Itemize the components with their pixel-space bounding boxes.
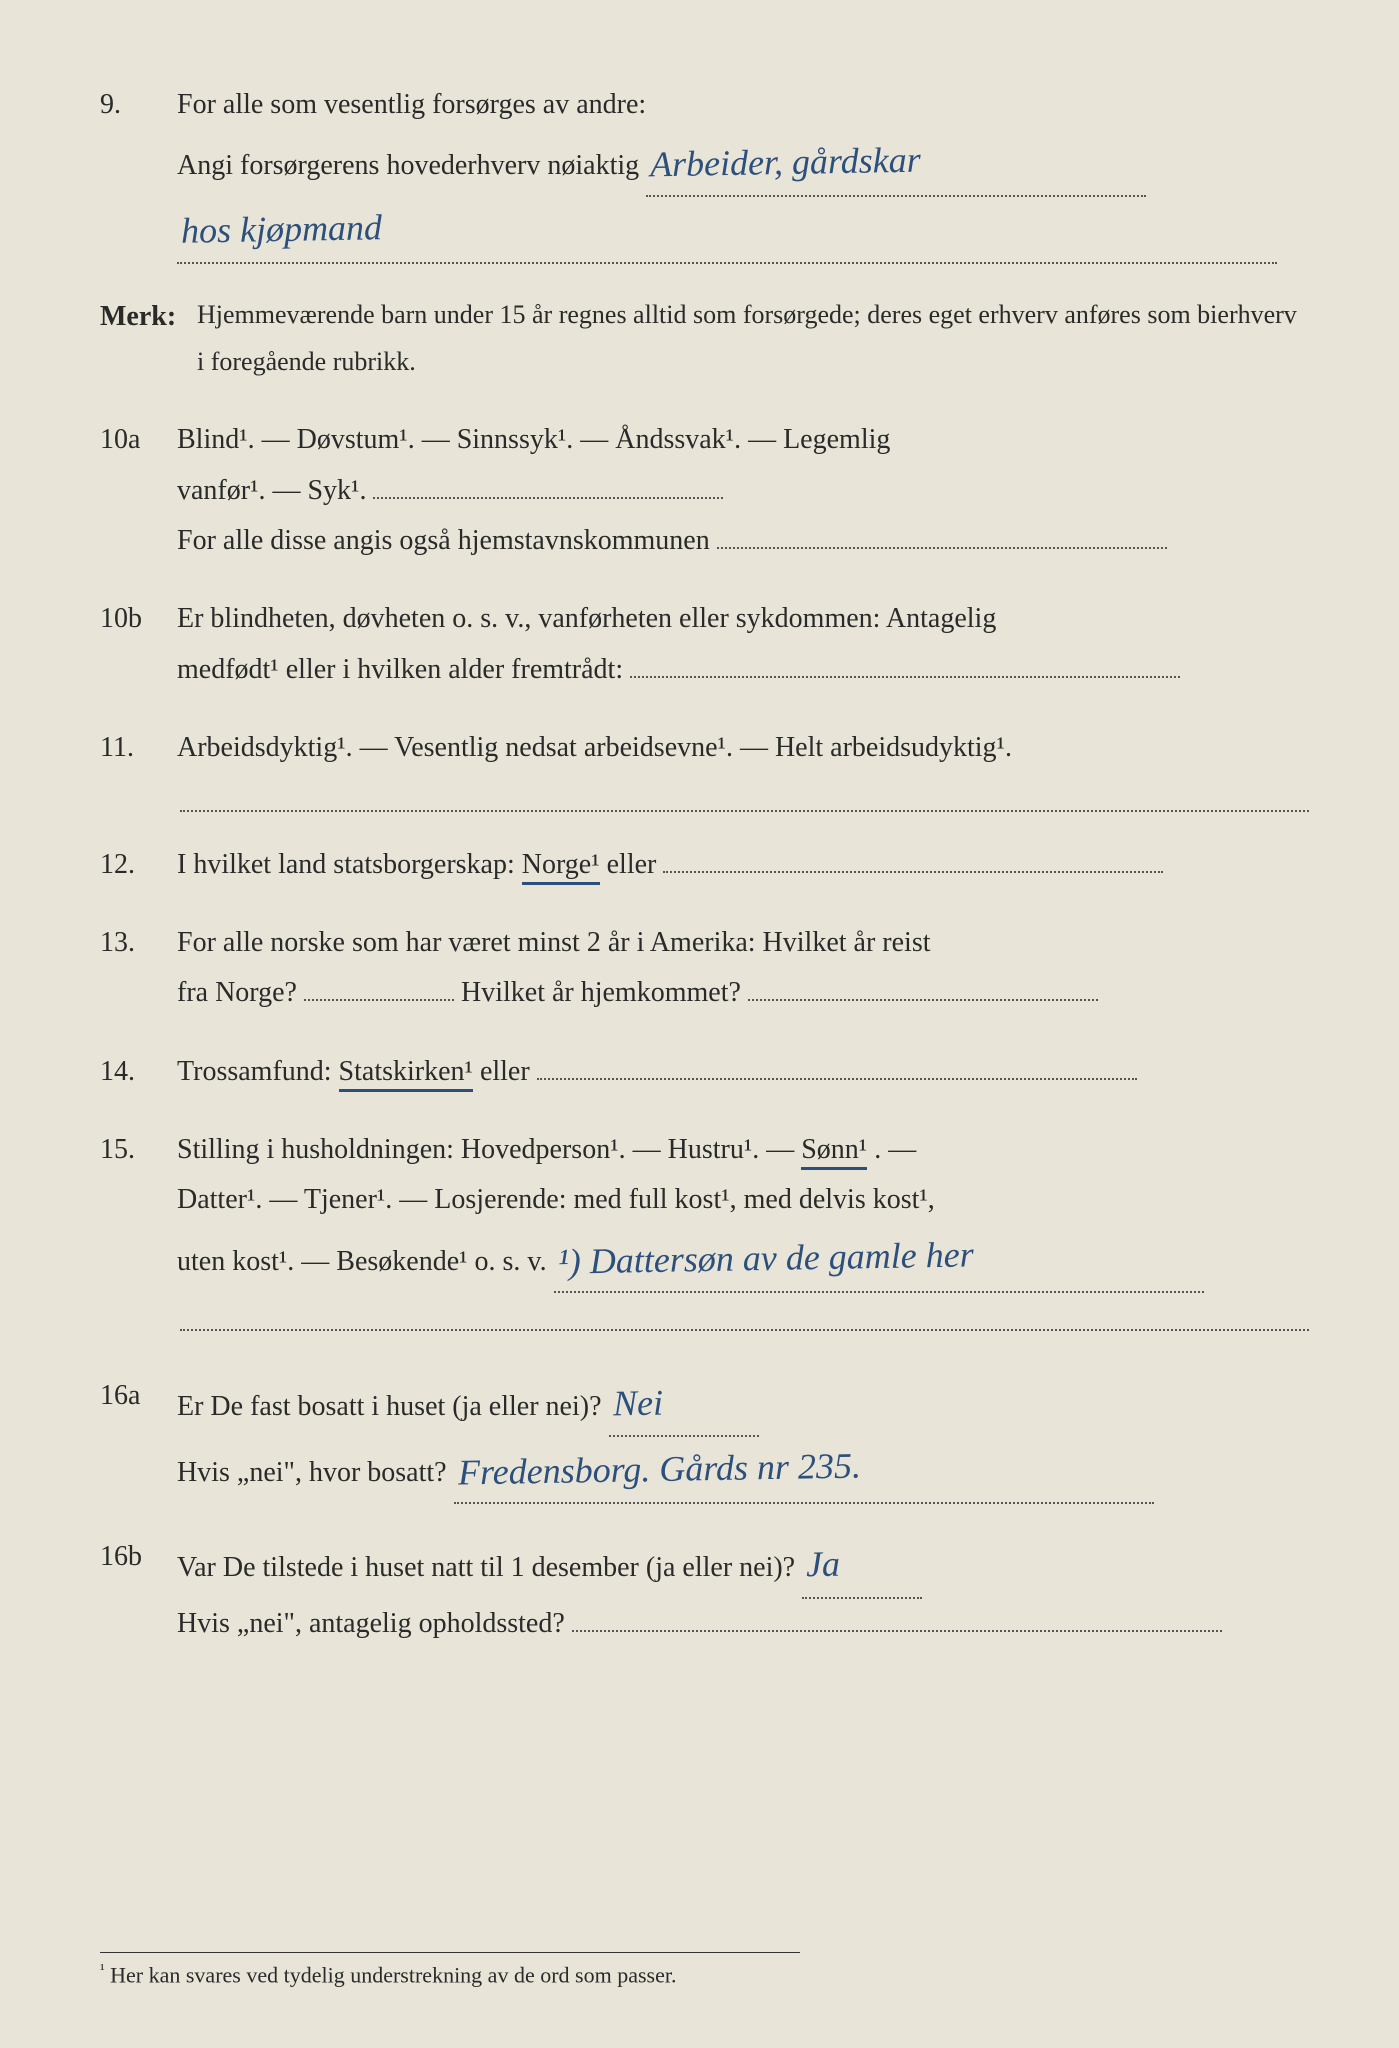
- q10a-text3: For alle disse angis også hjemstavnskomm…: [177, 525, 710, 556]
- q16a-hand1: Nei: [612, 1370, 663, 1436]
- question-15: 15. Stilling i husholdningen: Hovedperso…: [100, 1125, 1309, 1331]
- question-16b: 16b Var De tilstede i huset natt til 1 d…: [100, 1532, 1309, 1649]
- merk-note: Merk: Hjemmeværende barn under 15 år reg…: [100, 292, 1309, 387]
- q9-line2: Angi forsørgerens hovederhverv nøiaktig: [177, 150, 639, 181]
- q15-text3: uten kost¹. — Besøkende¹ o. s. v.: [177, 1246, 547, 1277]
- question-16a: 16a Er De fast bosatt i huset (ja eller …: [100, 1371, 1309, 1505]
- q16b-text1: Var De tilstede i huset natt til 1 desem…: [177, 1552, 795, 1583]
- question-9: 9. For alle som vesentlig forsørges av a…: [100, 80, 1309, 264]
- q16a-body: Er De fast bosatt i huset (ja eller nei)…: [177, 1371, 1306, 1505]
- question-13: 13. For alle norske som har været minst …: [100, 918, 1309, 1019]
- q10a-text2: vanfør¹. — Syk¹.: [177, 475, 366, 506]
- q10a-text1: Blind¹. — Døvstum¹. — Sinnssyk¹. — Åndss…: [177, 424, 890, 455]
- q9-body: For alle som vesentlig forsørges av andr…: [177, 80, 1306, 264]
- q16a-text1: Er De fast bosatt i huset (ja eller nei)…: [177, 1391, 602, 1422]
- question-14: 14. Trossamfund: Statskirken¹ eller: [100, 1047, 1309, 1097]
- q14-pre: Trossamfund:: [177, 1056, 339, 1087]
- q16b-hand1: Ja: [806, 1532, 841, 1597]
- q16a-hand2: Fredensborg. Gårds nr 235.: [457, 1434, 861, 1506]
- q15-text1a: Stilling i husholdningen: Hovedperson¹. …: [177, 1134, 801, 1165]
- q16a-number: 16a: [100, 1371, 170, 1421]
- q13-body: For alle norske som har været minst 2 år…: [177, 918, 1306, 1019]
- q10a-body: Blind¹. — Døvstum¹. — Sinnssyk¹. — Åndss…: [177, 415, 1306, 566]
- q12-pre: I hvilket land statsborgerskap:: [177, 849, 522, 880]
- q9-handwriting-1: Arbeider, gårdskar: [650, 128, 922, 198]
- q16b-text2: Hvis „nei", antagelig opholdssted?: [177, 1608, 565, 1639]
- question-12: 12. I hvilket land statsborgerskap: Norg…: [100, 840, 1309, 890]
- q15-text1b: . —: [874, 1134, 916, 1165]
- merk-label: Merk:: [100, 292, 190, 342]
- merk-text: Hjemmeværende barn under 15 år regnes al…: [197, 292, 1306, 386]
- q16b-number: 16b: [100, 1532, 170, 1582]
- q14-body: Trossamfund: Statskirken¹ eller: [177, 1047, 1306, 1097]
- question-10a: 10a Blind¹. — Døvstum¹. — Sinnssyk¹. — Å…: [100, 415, 1309, 566]
- q10b-text1: Er blindheten, døvheten o. s. v., vanfør…: [177, 603, 996, 634]
- q10a-number: 10a: [100, 415, 170, 465]
- q11-body: Arbeidsdyktig¹. — Vesentlig nedsat arbei…: [177, 723, 1306, 773]
- q15-underlined: Sønn¹: [801, 1134, 867, 1170]
- q10b-number: 10b: [100, 594, 170, 644]
- q13-text2b: Hvilket år hjemkommet?: [461, 977, 741, 1008]
- q13-text1: For alle norske som har været minst 2 år…: [177, 927, 931, 958]
- q13-number: 13.: [100, 918, 170, 968]
- q14-underlined: Statskirken¹: [339, 1056, 473, 1092]
- q9-handwriting-2: hos kjøpmand: [180, 195, 382, 263]
- footnote-marker: ¹: [100, 1961, 105, 1978]
- q13-text2a: fra Norge?: [177, 977, 297, 1008]
- q16b-body: Var De tilstede i huset natt til 1 desem…: [177, 1532, 1306, 1649]
- q11-text: Arbeidsdyktig¹. — Vesentlig nedsat arbei…: [177, 732, 1012, 763]
- q10b-body: Er blindheten, døvheten o. s. v., vanfør…: [177, 594, 1306, 695]
- question-11: 11. Arbeidsdyktig¹. — Vesentlig nedsat a…: [100, 723, 1309, 811]
- question-10b: 10b Er blindheten, døvheten o. s. v., va…: [100, 594, 1309, 695]
- q11-number: 11.: [100, 723, 170, 773]
- q15-body: Stilling i husholdningen: Hovedperson¹. …: [177, 1125, 1306, 1293]
- footnote-text: Her kan svares ved tydelig understreknin…: [110, 1962, 676, 1987]
- q9-number: 9.: [100, 80, 170, 130]
- q16a-text2: Hvis „nei", hvor bosatt?: [177, 1457, 447, 1488]
- q14-post: eller: [480, 1056, 530, 1087]
- q15-text2: Datter¹. — Tjener¹. — Losjerende: med fu…: [177, 1184, 935, 1215]
- q12-number: 12.: [100, 840, 170, 890]
- q15-number: 15.: [100, 1125, 170, 1175]
- q9-line1: For alle som vesentlig forsørges av andr…: [177, 89, 646, 120]
- footnote: ¹ Her kan svares ved tydelig understrekn…: [100, 1952, 800, 1988]
- q10b-text2: medfødt¹ eller i hvilken alder fremtrådt…: [177, 654, 623, 685]
- q14-number: 14.: [100, 1047, 170, 1097]
- q12-body: I hvilket land statsborgerskap: Norge¹ e…: [177, 840, 1306, 890]
- q12-post: eller: [607, 849, 657, 880]
- q12-underlined: Norge¹: [522, 849, 600, 885]
- q15-handwriting: ¹) Dattersøn av de gamle her: [557, 1222, 974, 1294]
